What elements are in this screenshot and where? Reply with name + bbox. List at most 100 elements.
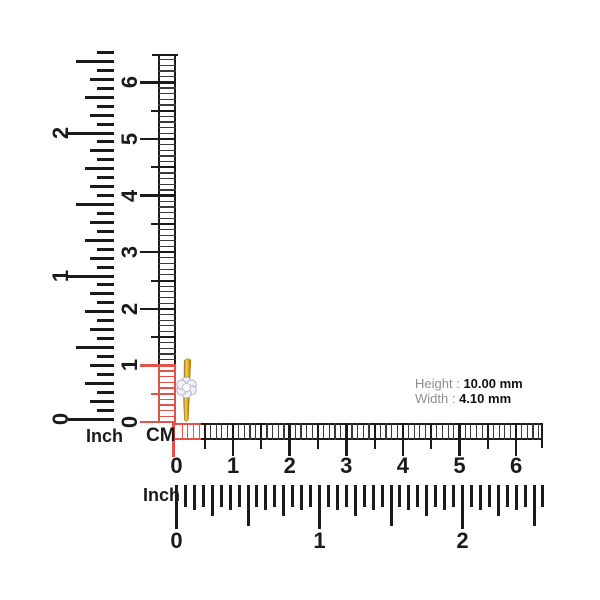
tick [85,310,114,314]
horizontal-cm-number: 6 [509,453,523,478]
tick [362,423,364,440]
tick [379,423,381,440]
tick [158,211,176,214]
horizontal-inch-number: 1 [313,528,326,553]
tick [85,95,114,99]
tick [441,423,444,440]
tick [97,158,114,162]
tick [158,206,176,208]
tick [97,265,114,269]
tick [158,302,176,304]
tick [478,485,482,510]
tick [85,167,114,171]
tick [215,423,217,440]
tick [90,399,114,403]
tick [294,423,296,440]
tick [172,423,201,425]
tick [328,423,330,440]
tick [140,194,176,197]
tick [151,222,176,225]
width-value: 4.10 mm [459,391,512,406]
width-row: Width : 4.10 mm [415,391,523,406]
cm-ruler-label: CM [146,425,176,446]
tick [532,423,534,440]
tick [266,423,268,440]
stud-shank-bottom [183,395,190,422]
tick [158,381,176,383]
tick [210,485,214,516]
tick [158,87,176,89]
tick [158,144,176,146]
tick [198,423,200,440]
tick [461,485,464,529]
tick [344,485,348,507]
tick [97,51,114,55]
horizontal-inch-number: 2 [456,528,469,553]
tick [255,423,257,440]
tick [221,423,223,440]
tick [151,336,176,339]
tick [90,77,114,81]
tick [158,262,176,265]
tick [538,423,540,440]
height-label: Height : [415,376,460,391]
tick [158,132,176,134]
tick [158,161,176,163]
tick [85,381,114,385]
tick [158,54,160,366]
tick [158,149,176,151]
tick [209,423,212,440]
tick [158,257,176,259]
tick [172,423,175,457]
tick [237,485,241,507]
tick [335,485,339,510]
tick [353,485,357,516]
tick [430,423,433,449]
tick [158,325,176,327]
tick [277,423,279,440]
tick [90,220,114,224]
tick [264,485,268,510]
tick [398,485,402,507]
tick [436,423,438,440]
tick [273,485,277,507]
tick [158,217,176,219]
tick [475,423,478,440]
tick [97,211,114,215]
tick [158,121,176,123]
tick [158,330,176,333]
tick [158,353,176,355]
tick [226,423,229,440]
tick [158,387,176,389]
tick [140,364,176,367]
horizontal-cm-number: 0 [170,453,183,478]
tick [158,98,176,100]
tick [317,423,319,449]
tick [523,485,527,507]
tick [243,423,245,440]
tick [509,423,512,440]
gold-flower-stud-icon [176,358,197,422]
tick [492,423,495,440]
tick [219,485,223,507]
tick [309,485,313,507]
tick [486,423,489,449]
tick [425,485,429,516]
dimension-annotation: Height : 10.00 mm Width : 4.10 mm [415,376,523,406]
tick [97,354,114,358]
tick [514,485,518,510]
tick [158,189,176,191]
tick [201,423,543,425]
tick [443,485,447,510]
tick [158,127,176,129]
diamond-flower-cluster [176,376,197,399]
tick [158,245,176,248]
tick [541,423,543,448]
tick [97,229,114,233]
tick [458,423,461,456]
tick [90,256,114,260]
tick [300,485,304,510]
tick [424,423,427,440]
tick [434,485,438,507]
tick [464,423,466,440]
